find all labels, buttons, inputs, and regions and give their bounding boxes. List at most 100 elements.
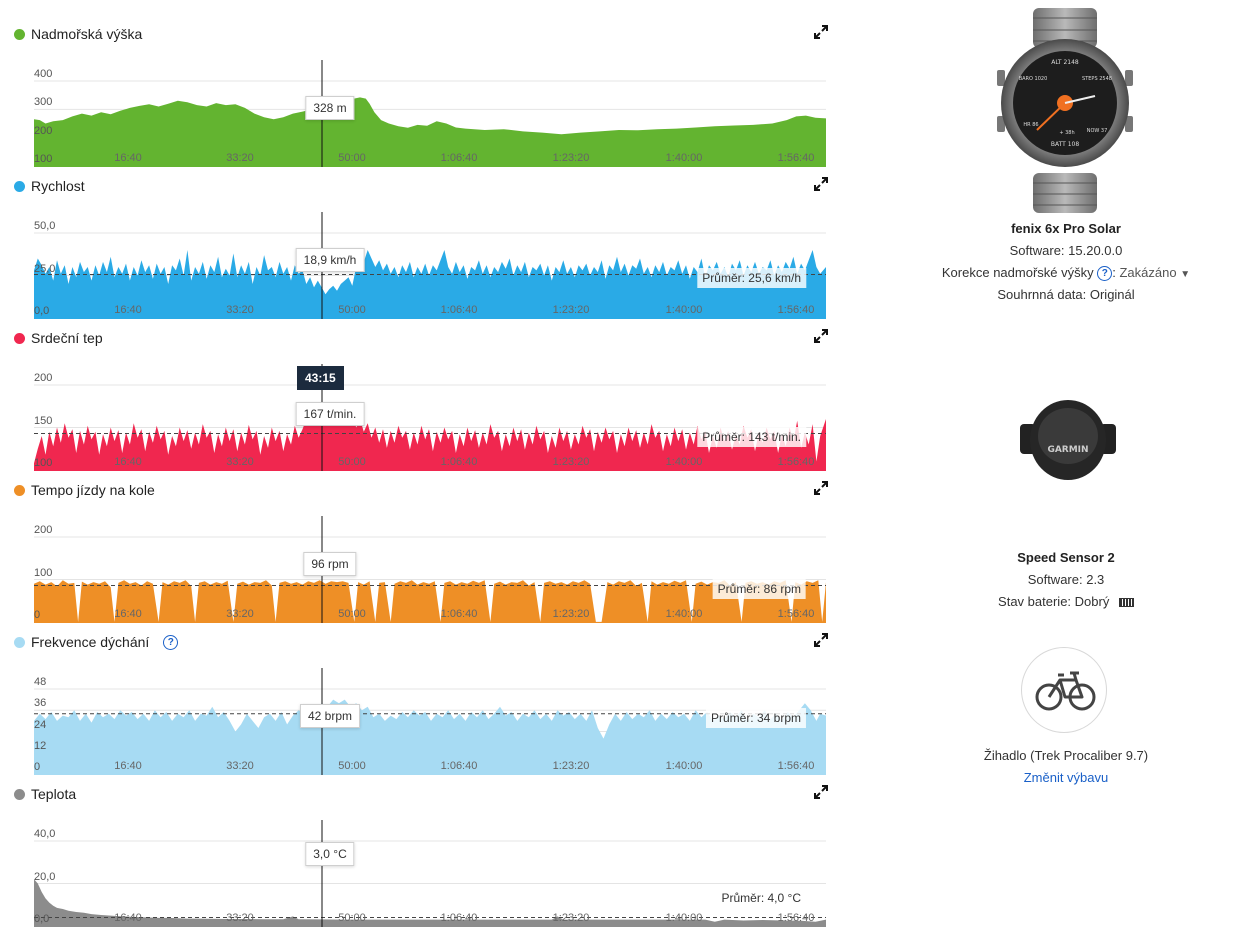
expand-icon[interactable]	[813, 632, 829, 648]
plot-svg	[34, 820, 826, 927]
x-tick-label: 1:40:00	[665, 304, 703, 316]
chart-rychlost: Rychlost 50,0 25,0 0,0 16:40 33:20 50:00 1:06:4…	[0, 174, 840, 324]
series-color-dot	[14, 332, 25, 344]
plot-area[interactable]: 50,0 25,0 0,0 16:40 33:20 50:00 1:06:40 1:23:20…	[0, 198, 840, 324]
change-gear-link[interactable]: Změnit výbavu	[1023, 770, 1109, 785]
expand-icon[interactable]	[813, 328, 829, 344]
chart-title: Srdeční tep	[31, 330, 103, 346]
svg-text:STEPS 2548: STEPS 2548	[1082, 76, 1112, 82]
y-tick-label: 50,0	[34, 220, 56, 232]
expand-icon[interactable]	[813, 480, 829, 496]
x-tick-label: 1:56:40	[777, 152, 815, 164]
caret-down-icon: ▼	[1180, 269, 1191, 280]
plot-svg	[34, 212, 826, 319]
chart-title: Tempo jízdy na kole	[31, 482, 155, 498]
plot-svg	[34, 364, 826, 471]
svg-text:+ 38h: + 38h	[1059, 130, 1074, 136]
y-tick-label: 20,0	[34, 870, 56, 883]
chart-header: Srdeční tep	[14, 326, 103, 350]
x-tick-label: 1:23:20	[552, 456, 590, 468]
cursor-time-badge: 43:15	[297, 366, 344, 390]
chart-header: Nadmořská výška	[14, 22, 142, 46]
chart-tempo-jizdy-na-kole: Tempo jízdy na kole 200 100 0 16:40 33:20 50:0…	[0, 478, 840, 628]
y-tick-label: 36	[34, 697, 47, 710]
x-tick-label: 1:06:40	[440, 456, 478, 468]
x-tick-label: 1:40:00	[665, 760, 703, 772]
altitude-correction-dropdown[interactable]: Zakázáno ▼	[1119, 265, 1191, 280]
chart-title: Nadmořská výška	[31, 26, 143, 42]
expand-icon[interactable]	[813, 176, 829, 192]
bike-icon[interactable]	[1021, 647, 1107, 733]
x-tick-label: 50:00	[338, 152, 366, 164]
series-area	[34, 97, 826, 167]
device-name: fenix 6x Pro Solar	[1011, 221, 1121, 236]
hover-value-label: 96 rpm	[303, 552, 357, 576]
battery-icon	[1118, 598, 1134, 608]
expand-icon[interactable]	[813, 784, 829, 800]
plot-svg	[34, 668, 826, 775]
x-tick-label: 1:56:40	[777, 760, 815, 772]
altitude-correction-label: Korekce nadmořské výšky	[941, 265, 1094, 280]
y-tick-label: 150	[34, 414, 53, 427]
help-icon[interactable]: ?	[1097, 266, 1113, 282]
x-tick-label: 33:20	[226, 152, 254, 164]
x-tick-label: 1:40:00	[665, 152, 703, 164]
plot-area[interactable]: 200 150 100 16:40 33:20 50:00 1:06:40 1:23:20 1:…	[0, 350, 840, 476]
svg-text:BATT 108: BATT 108	[1051, 141, 1080, 148]
x-tick-label: 1:06:40	[440, 760, 478, 772]
chart-srdecni-tep: Srdeční tep 200 150 100 16:40 33:20 50:00 1:06:…	[0, 326, 840, 476]
help-icon[interactable]: ?	[163, 634, 179, 650]
x-tick-label: 33:20	[226, 760, 254, 772]
y-tick-label: 0	[34, 761, 41, 773]
x-tick-label: 1:23:20	[552, 760, 590, 772]
device-summary: Souhrnná data: Originál	[997, 287, 1135, 302]
x-tick-label: 33:20	[226, 456, 254, 468]
series-color-dot	[14, 788, 25, 800]
y-tick-label: 25,0	[34, 262, 56, 275]
average-label: Průměr: 4,0 °C	[716, 888, 806, 908]
x-tick-label: 50:00	[338, 456, 366, 468]
x-tick-label: 1:56:40	[777, 456, 815, 468]
plot-area[interactable]: 48 36 24 12 0 16:40 33:20 50:00 1:06:40 1:23:20 1:…	[0, 654, 840, 780]
y-tick-label: 0	[34, 609, 41, 621]
x-tick-label: 50:00	[338, 760, 366, 772]
y-tick-label: 200	[34, 372, 53, 384]
hover-value-label: 167 t/min.	[295, 402, 365, 426]
svg-text:BARO 1020: BARO 1020	[1019, 76, 1048, 82]
x-tick-label: 1:40:00	[665, 912, 703, 924]
hover-value-label: 42 brpm	[299, 704, 361, 728]
x-tick-label: 1:56:40	[777, 912, 815, 924]
x-tick-label: 16:40	[114, 912, 142, 924]
y-tick-label: 12	[34, 739, 47, 752]
plot-area[interactable]: 200 100 0 16:40 33:20 50:00 1:06:40 1:23:20 1:40…	[0, 502, 840, 628]
average-label: Průměr: 86 rpm	[712, 579, 806, 600]
hover-value-label: 3,0 °C	[305, 842, 355, 866]
y-tick-label: 200	[34, 524, 53, 536]
chart-frekvence-dychani: Frekvence dýchání? 48 36 24 12 0 16:40 33:20 50:…	[0, 630, 840, 780]
chart-header: Tempo jízdy na kole	[14, 478, 155, 502]
y-tick-label: 400	[34, 68, 53, 80]
x-tick-label: 1:06:40	[440, 608, 478, 620]
y-tick-label: 100	[34, 153, 53, 165]
sensor-software: Software: 2.3	[1027, 572, 1105, 587]
plot-area[interactable]: 40,0 20,0 0,0 16:40 33:20 50:00 1:06:40 1:23:20…	[0, 806, 840, 932]
series-color-dot	[14, 28, 25, 40]
plot-svg	[34, 516, 826, 623]
x-tick-label: 16:40	[114, 152, 142, 164]
series-color-dot	[14, 484, 25, 496]
x-tick-label: 1:23:20	[552, 608, 590, 620]
x-tick-label: 50:00	[338, 304, 366, 316]
y-tick-label: 100	[34, 457, 53, 469]
series-area	[34, 250, 826, 319]
y-tick-label: 24	[34, 718, 47, 731]
x-tick-label: 33:20	[226, 912, 254, 924]
x-tick-label: 16:40	[114, 456, 142, 468]
device-software: Software: 15.20.0.0	[1009, 243, 1123, 258]
y-tick-label: 300	[34, 96, 53, 109]
expand-icon[interactable]	[813, 24, 829, 40]
series-color-dot	[14, 636, 25, 648]
plot-svg	[34, 60, 826, 167]
plot-area[interactable]: 400 300 200 100 16:40 33:20 50:00 1:06:40 1:23:2…	[0, 46, 840, 172]
x-tick-label: 1:56:40	[777, 304, 815, 316]
gear-name: Žihadlo (Trek Procaliber 9.7)	[983, 748, 1149, 763]
